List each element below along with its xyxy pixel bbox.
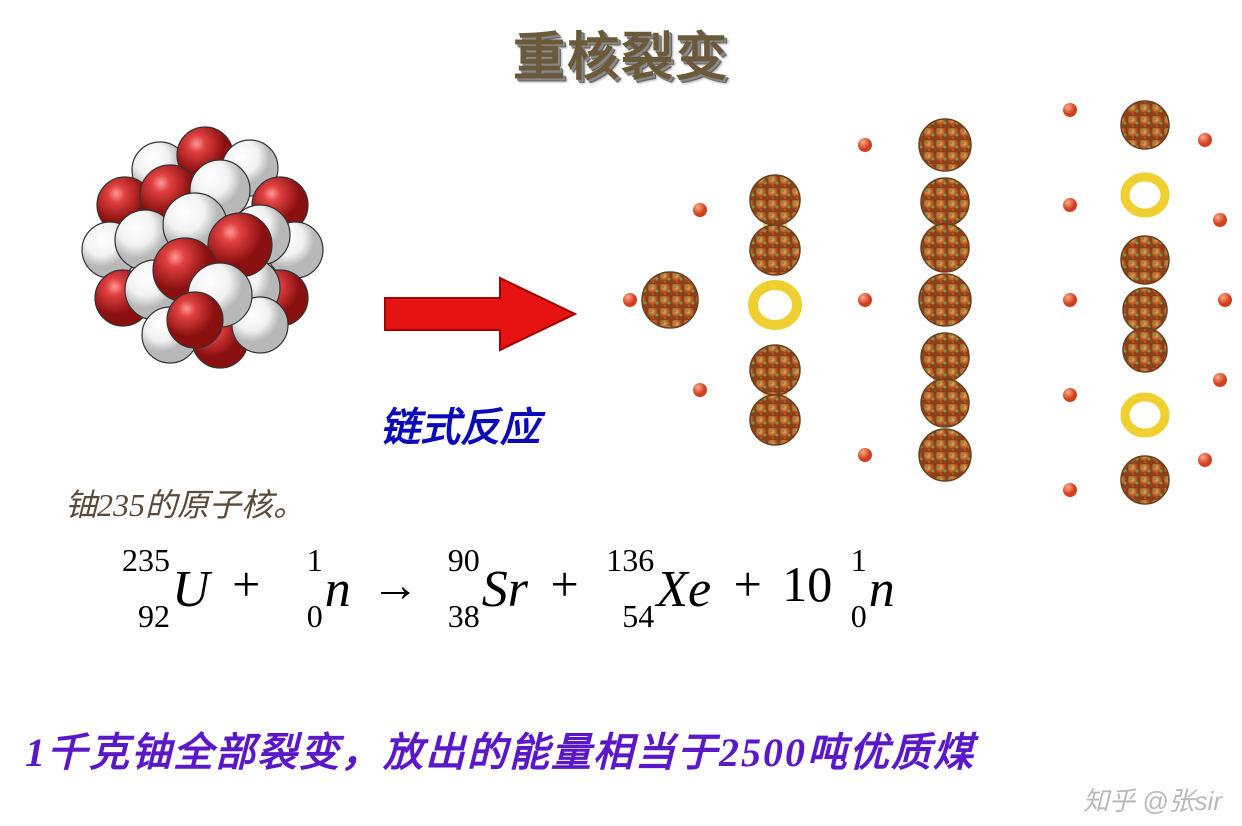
eq-coef: 10 <box>782 556 832 612</box>
eq-term-n2: 10n <box>867 560 897 619</box>
eq-arrow: → <box>365 559 425 612</box>
eq-term-Xe: 13654Xe <box>654 560 713 619</box>
title-text: 重核裂变 <box>513 30 729 87</box>
energy-comparison-text: 1千克铀全部裂变，放出的能量相当于2500吨优质煤 <box>25 720 975 778</box>
uranium-nucleus-illustration <box>45 90 355 400</box>
eq-plus: + <box>224 556 268 612</box>
watermark: 知乎 @张sir <box>1083 781 1222 818</box>
eq-term-Sr: 9038Sr <box>480 560 530 619</box>
eq-term-U: 23592U <box>170 560 212 619</box>
eq-term-n1: 10n <box>323 560 353 619</box>
reaction-arrow-icon <box>380 270 580 363</box>
page-title: 重核裂变 <box>513 15 729 90</box>
eq-plus3: + <box>726 556 770 612</box>
chain-reaction-label: 链式反应 <box>380 395 540 453</box>
nucleus-caption: 铀235的原子核。 <box>65 480 305 526</box>
eq-plus2: + <box>543 556 587 612</box>
fission-equation: 23592U + 10n → 9038Sr + 13654Xe + 10 10n <box>115 555 897 619</box>
fission-products-illustration <box>600 80 1240 520</box>
